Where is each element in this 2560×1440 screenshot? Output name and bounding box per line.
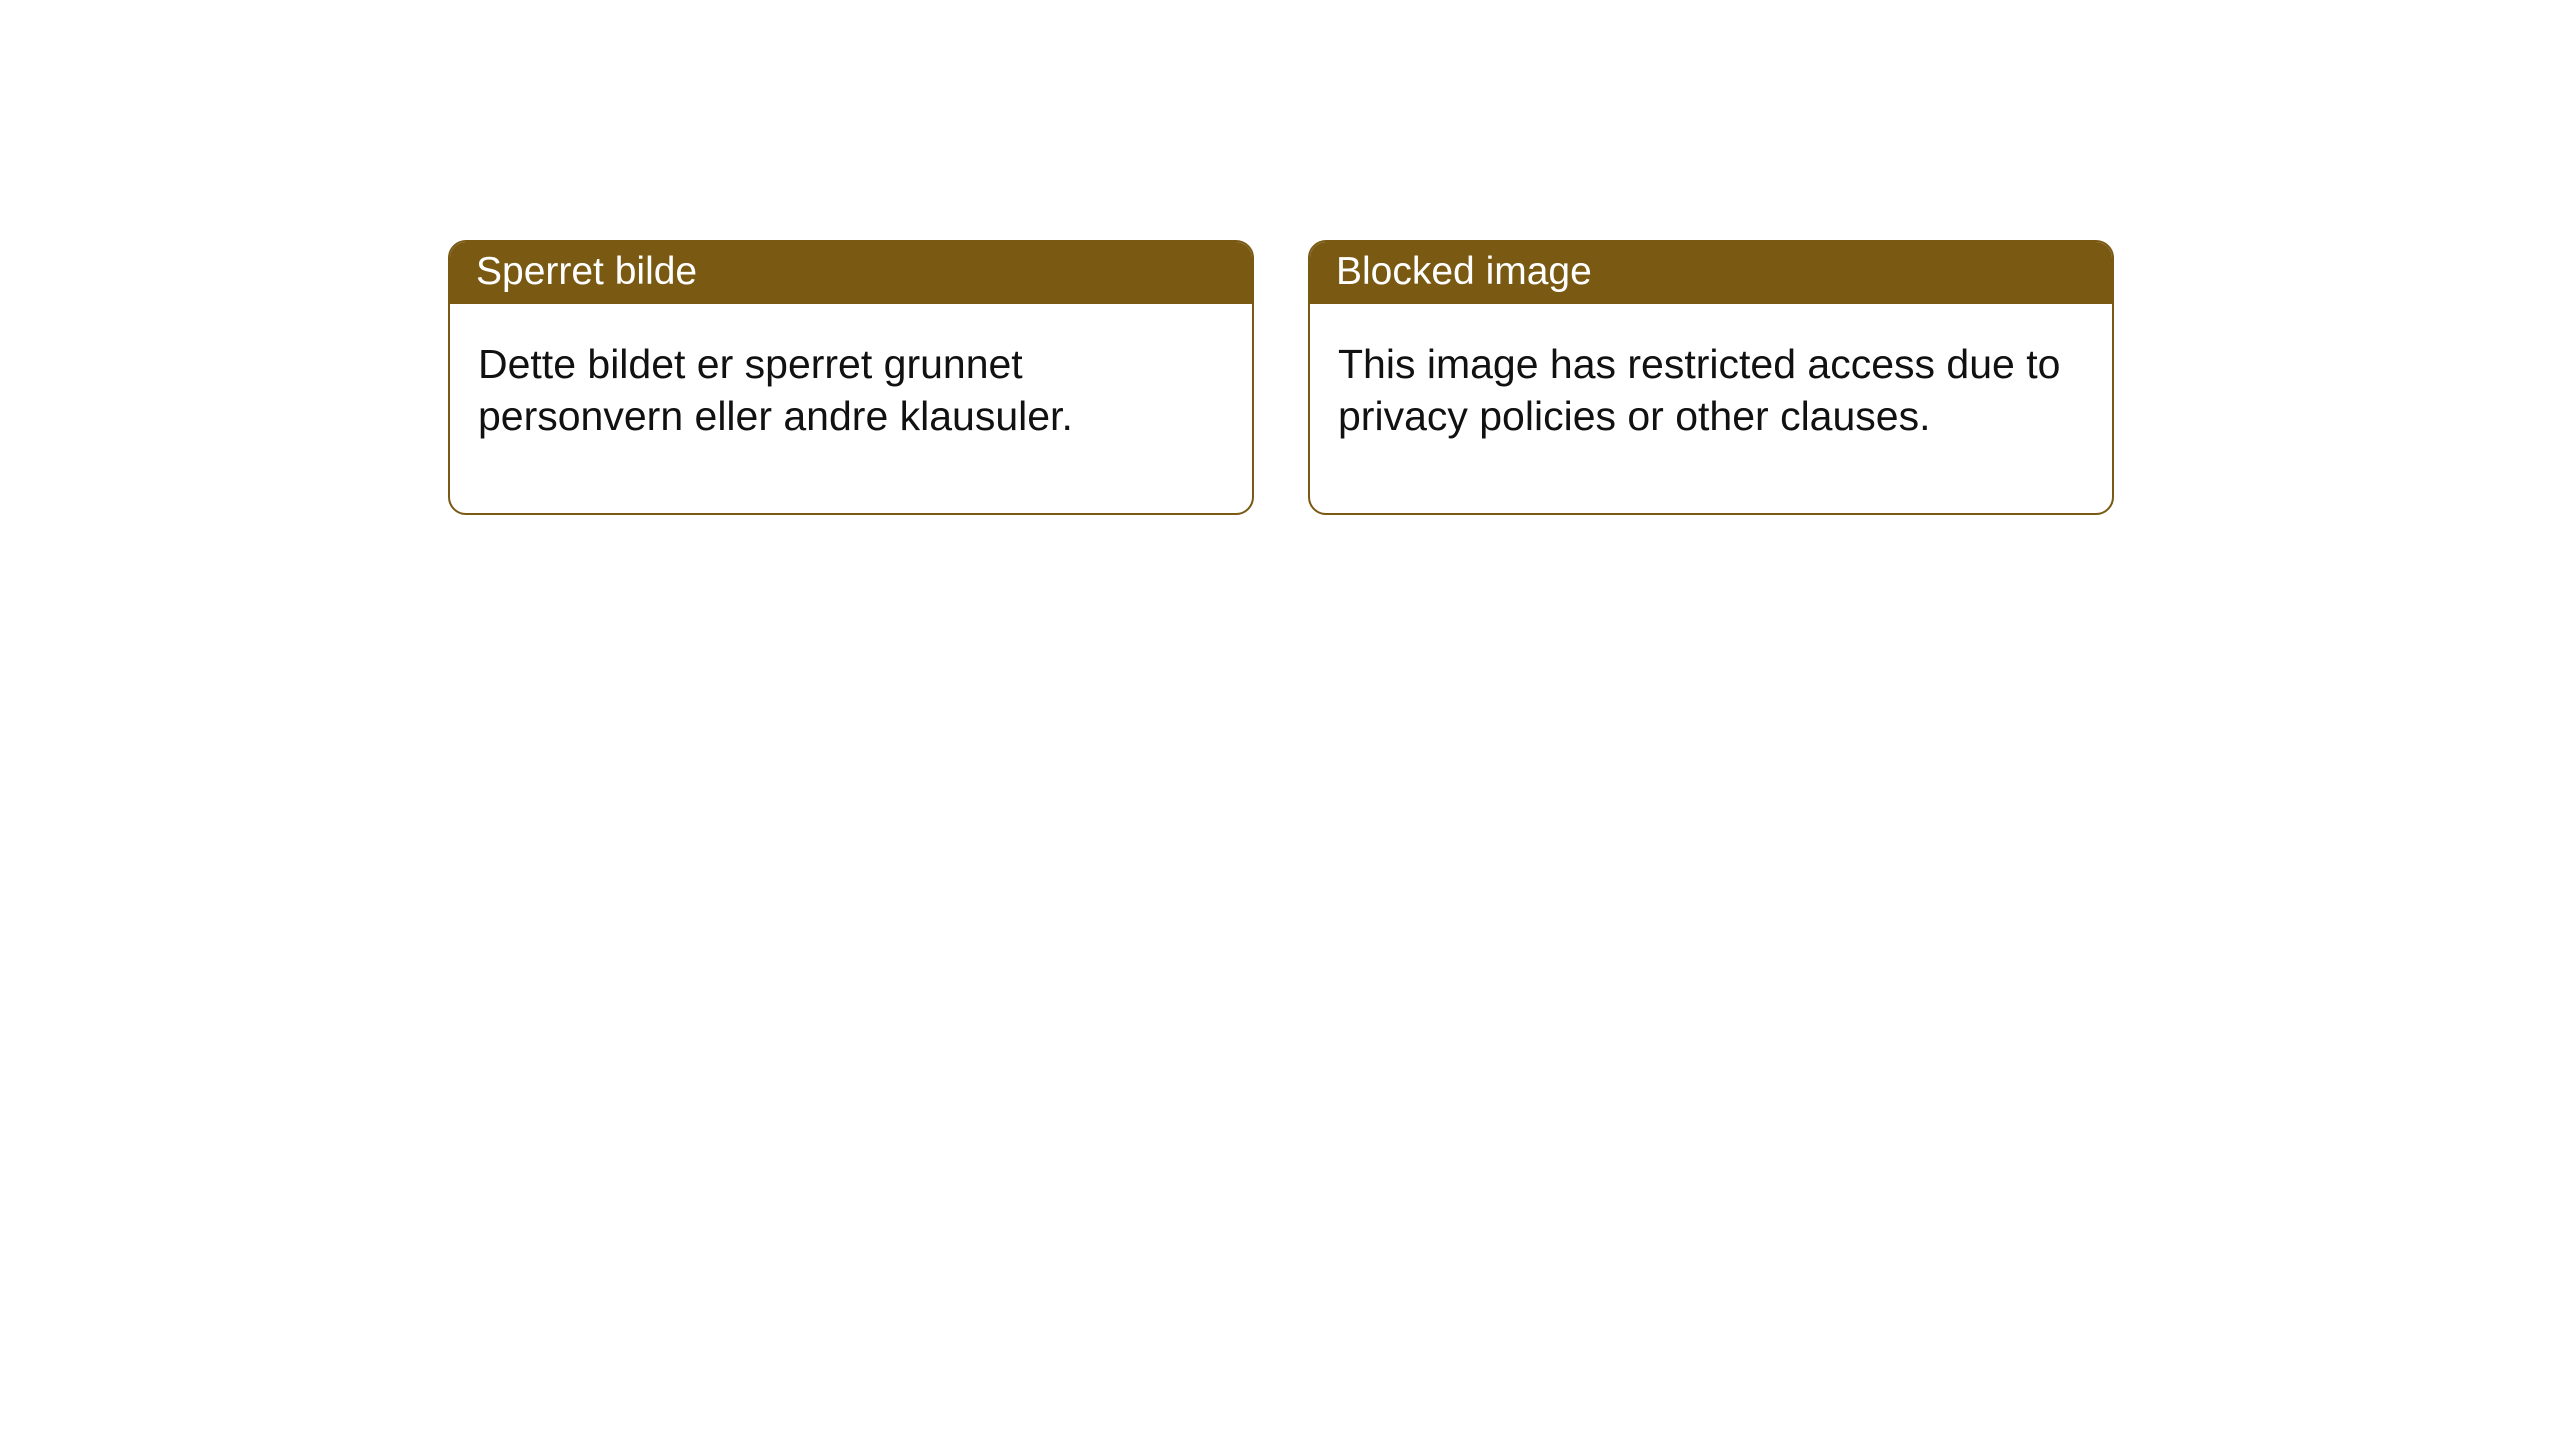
card-body: Dette bildet er sperret grunnet personve…	[450, 304, 1252, 513]
card-row: Sperret bilde Dette bildet er sperret gr…	[0, 0, 2560, 515]
card-title: Blocked image	[1310, 242, 2112, 304]
blocked-image-card-no: Sperret bilde Dette bildet er sperret gr…	[448, 240, 1254, 515]
card-title: Sperret bilde	[450, 242, 1252, 304]
card-body: This image has restricted access due to …	[1310, 304, 2112, 513]
blocked-image-card-en: Blocked image This image has restricted …	[1308, 240, 2114, 515]
